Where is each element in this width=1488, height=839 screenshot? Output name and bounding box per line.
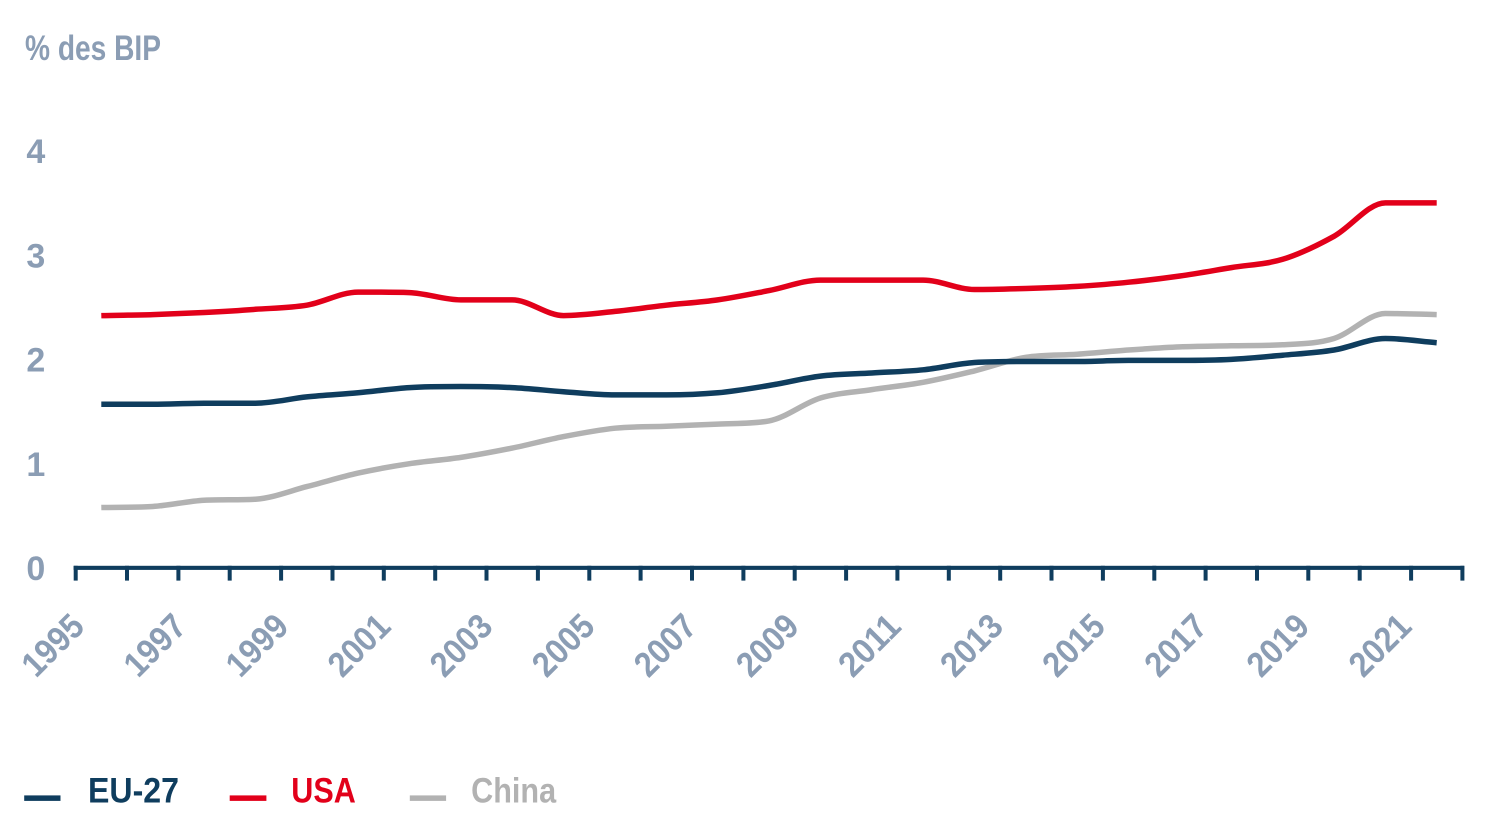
svg-text:% des BIP: % des BIP: [25, 29, 161, 68]
svg-text:2: 2: [26, 342, 45, 380]
svg-text:3: 3: [26, 237, 45, 275]
svg-text:USA: USA: [291, 772, 356, 811]
svg-text:China: China: [471, 772, 556, 811]
svg-text:EU-27: EU-27: [88, 772, 179, 811]
svg-text:0: 0: [26, 550, 45, 588]
svg-text:4: 4: [26, 133, 45, 171]
svg-text:1: 1: [26, 446, 45, 484]
